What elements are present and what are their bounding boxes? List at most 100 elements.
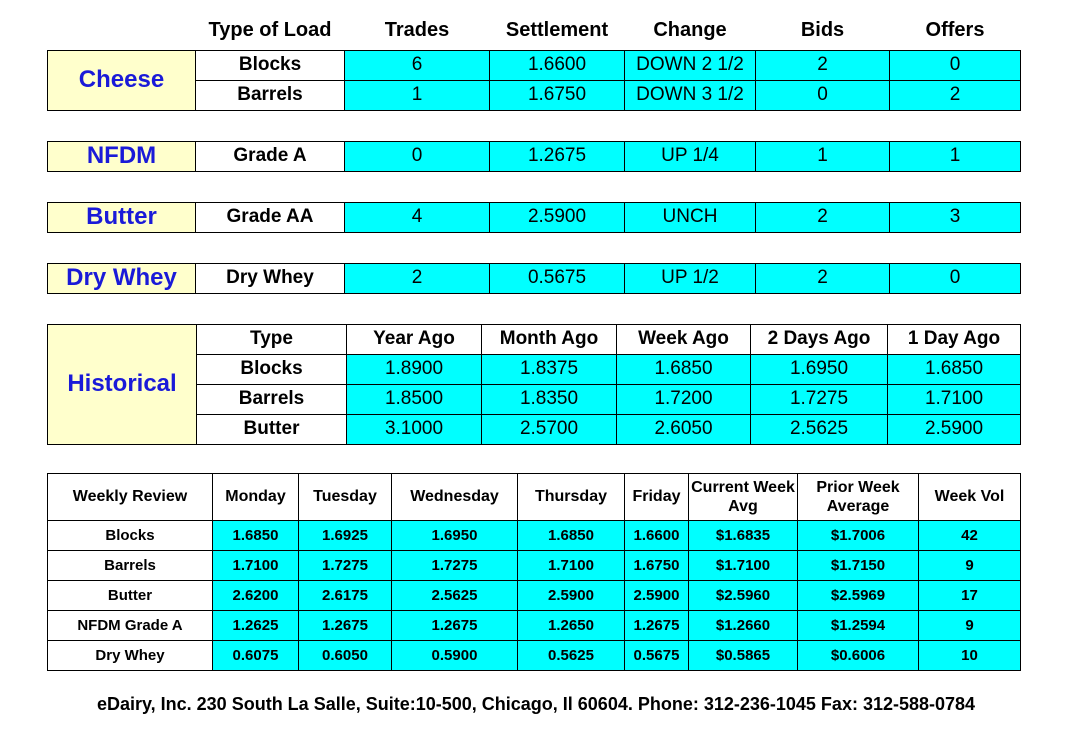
- weekly-value: 2.5900: [624, 580, 689, 611]
- load-type: Barrels: [195, 80, 345, 111]
- weekly-value: 2.5900: [517, 580, 625, 611]
- historical-header: Month Ago: [481, 324, 617, 355]
- historical-value: 2.5625: [750, 414, 888, 445]
- historical-value: 1.7275: [750, 384, 888, 415]
- weekly-value: 42: [918, 520, 1021, 551]
- weekly-value: 0.5675: [624, 640, 689, 671]
- weekly-value: 10: [918, 640, 1021, 671]
- historical-value: 1.7200: [616, 384, 751, 415]
- weekly-value: 1.6925: [298, 520, 392, 551]
- weekly-header: Wednesday: [391, 473, 518, 521]
- weekly-value: $1.2594: [797, 610, 919, 641]
- weekly-value: $0.6006: [797, 640, 919, 671]
- weekly-value: 1.6600: [624, 520, 689, 551]
- market-value: 0.5675: [489, 263, 625, 294]
- column-header: Change: [653, 18, 727, 41]
- historical-type: Blocks: [196, 354, 347, 385]
- weekly-value: 1.7100: [212, 550, 299, 581]
- weekly-value: $1.7006: [797, 520, 919, 551]
- column-header: Settlement: [505, 18, 609, 41]
- load-type: Dry Whey: [195, 263, 345, 294]
- weekly-value: 1.2675: [624, 610, 689, 641]
- weekly-value: 17: [918, 580, 1021, 611]
- weekly-value: 1.7100: [517, 550, 625, 581]
- historical-value: 1.8900: [346, 354, 482, 385]
- historical-value: 1.6950: [750, 354, 888, 385]
- historical-value: 1.8350: [481, 384, 617, 415]
- weekly-value: 2.5625: [391, 580, 518, 611]
- weekly-type: Butter: [47, 580, 213, 611]
- weekly-header: Current Week Avg: [688, 473, 798, 521]
- market-value: 1.6750: [489, 80, 625, 111]
- weekly-type: Barrels: [47, 550, 213, 581]
- market-value: 2.5900: [489, 202, 625, 233]
- weekly-value: 1.7275: [298, 550, 392, 581]
- weekly-value: 1.2675: [391, 610, 518, 641]
- historical-value: 1.7100: [887, 384, 1021, 415]
- historical-value: 2.6050: [616, 414, 751, 445]
- market-value: DOWN 3 1/2: [624, 80, 756, 111]
- weekly-value: 0.6050: [298, 640, 392, 671]
- weekly-value: $1.7150: [797, 550, 919, 581]
- weekly-type: Dry Whey: [47, 640, 213, 671]
- column-header: Offers: [925, 18, 985, 41]
- weekly-value: 2.6200: [212, 580, 299, 611]
- weekly-type: Blocks: [47, 520, 213, 551]
- column-header: Bids: [800, 18, 845, 41]
- weekly-value: 1.6850: [212, 520, 299, 551]
- market-value: 3: [889, 202, 1021, 233]
- load-type: Blocks: [195, 50, 345, 81]
- weekly-type: NFDM Grade A: [47, 610, 213, 641]
- historical-value: 2.5700: [481, 414, 617, 445]
- weekly-value: 9: [918, 550, 1021, 581]
- market-value: 1: [755, 141, 890, 172]
- market-value: 0: [344, 141, 490, 172]
- market-value: 1: [889, 141, 1021, 172]
- weekly-value: 1.6950: [391, 520, 518, 551]
- market-value: DOWN 2 1/2: [624, 50, 756, 81]
- weekly-value: $1.2660: [688, 610, 798, 641]
- weekly-header: Friday: [624, 473, 689, 521]
- footer: eDairy, Inc. 230 South La Salle, Suite:1…: [96, 694, 976, 714]
- weekly-value: 1.6750: [624, 550, 689, 581]
- weekly-value: 0.5900: [391, 640, 518, 671]
- market-label: Cheese: [47, 50, 196, 111]
- market-value: 1.2675: [489, 141, 625, 172]
- historical-value: 3.1000: [346, 414, 482, 445]
- historical-header: 1 Day Ago: [887, 324, 1021, 355]
- market-value: 4: [344, 202, 490, 233]
- historical-header: 2 Days Ago: [750, 324, 888, 355]
- market-value: 0: [755, 80, 890, 111]
- column-header: Trades: [384, 18, 450, 41]
- column-header: Type of Load: [208, 18, 332, 41]
- market-value: UP 1/4: [624, 141, 756, 172]
- historical-value: 2.5900: [887, 414, 1021, 445]
- market-value: 0: [889, 50, 1021, 81]
- weekly-value: 1.7275: [391, 550, 518, 581]
- weekly-value: 0.5625: [517, 640, 625, 671]
- market-value: UP 1/2: [624, 263, 756, 294]
- market-value: 1: [344, 80, 490, 111]
- market-value: UNCH: [624, 202, 756, 233]
- load-type: Grade A: [195, 141, 345, 172]
- historical-label: Historical: [47, 324, 197, 445]
- weekly-header: Prior Week Average: [797, 473, 919, 521]
- weekly-value: $0.5865: [688, 640, 798, 671]
- market-value: 2: [344, 263, 490, 294]
- weekly-value: 1.6850: [517, 520, 625, 551]
- market-value: 2: [755, 202, 890, 233]
- market-label: Dry Whey: [47, 263, 196, 294]
- weekly-header: Week Vol: [918, 473, 1021, 521]
- weekly-value: $2.5960: [688, 580, 798, 611]
- weekly-value: 2.6175: [298, 580, 392, 611]
- weekly-value: 1.2675: [298, 610, 392, 641]
- historical-header: Week Ago: [616, 324, 751, 355]
- market-value: 1.6600: [489, 50, 625, 81]
- weekly-value: $1.6835: [688, 520, 798, 551]
- historical-value: 1.8500: [346, 384, 482, 415]
- market-value: 0: [889, 263, 1021, 294]
- historical-value: 1.8375: [481, 354, 617, 385]
- market-value: 2: [755, 263, 890, 294]
- market-label: NFDM: [47, 141, 196, 172]
